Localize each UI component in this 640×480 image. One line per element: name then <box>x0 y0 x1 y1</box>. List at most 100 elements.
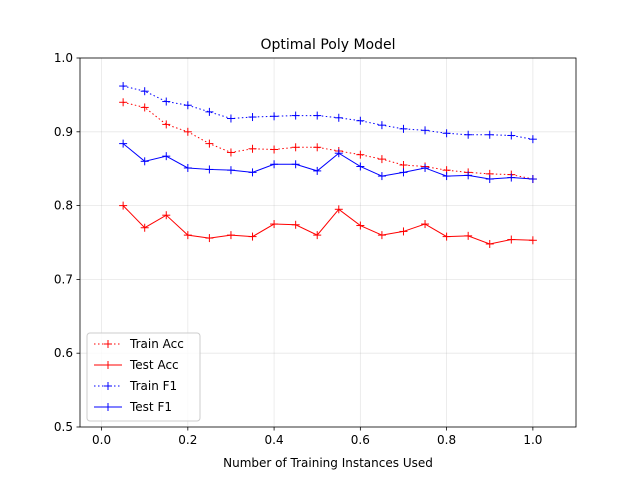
data-point-test-acc <box>528 236 537 245</box>
data-point-test-acc <box>377 231 386 240</box>
data-point-test-acc <box>270 220 279 229</box>
data-point-train-acc <box>291 143 300 152</box>
x-tick-label: 0.2 <box>178 433 197 447</box>
legend-marker <box>104 403 112 411</box>
data-point-test-f1 <box>485 175 494 184</box>
legend-item-train-acc: Train Acc <box>94 337 184 351</box>
legend: Train Acc Test Acc Train F1 Test F1 <box>86 332 201 422</box>
data-point-train-f1 <box>119 82 128 91</box>
data-point-test-f1 <box>248 168 257 177</box>
data-point-test-acc <box>248 232 257 241</box>
data-point-train-f1 <box>248 113 257 122</box>
data-point-train-acc <box>248 144 257 153</box>
data-point-test-acc <box>356 221 365 230</box>
data-point-train-f1 <box>421 126 430 135</box>
data-point-train-acc <box>162 120 171 129</box>
data-point-test-acc <box>140 223 149 232</box>
data-point-train-acc <box>356 150 365 159</box>
data-point-test-f1 <box>119 139 128 148</box>
series-test-f1 <box>119 139 537 184</box>
data-point-test-acc <box>464 231 473 240</box>
x-tick-label: 1.0 <box>523 433 542 447</box>
data-point-test-f1 <box>291 160 300 169</box>
data-point-train-f1 <box>183 101 192 110</box>
y-tick-label: 0.8 <box>54 199 73 213</box>
data-point-test-acc <box>485 239 494 248</box>
data-point-train-f1 <box>205 107 214 116</box>
chart-title: Optimal Poly Model <box>260 37 395 53</box>
series-line-test-f1 <box>122 143 533 180</box>
data-point-train-acc <box>377 155 386 164</box>
legend-box <box>86 332 201 422</box>
series-test-acc <box>119 201 537 248</box>
data-point-test-f1 <box>507 173 516 182</box>
data-point-train-acc <box>205 139 214 148</box>
legend-marker <box>104 382 112 390</box>
data-point-train-acc <box>313 143 322 152</box>
plot-frame <box>79 57 577 428</box>
x-tick-label: 0.6 <box>351 433 370 447</box>
data-point-test-f1 <box>140 157 149 166</box>
x-tick-label: 0.4 <box>265 433 284 447</box>
data-point-train-f1 <box>162 97 171 106</box>
data-point-test-f1 <box>162 152 171 161</box>
legend-label: Test F1 <box>129 400 172 414</box>
data-point-train-f1 <box>334 113 343 122</box>
x-axis-label: Number of Training Instances Used <box>223 456 433 470</box>
data-point-test-acc <box>313 231 322 240</box>
data-point-train-acc <box>226 148 235 157</box>
data-point-test-acc <box>226 231 235 240</box>
series-line-test-acc <box>122 205 533 245</box>
plot-series <box>119 82 537 248</box>
data-point-train-f1 <box>313 111 322 120</box>
y-tick-label: 0.6 <box>54 346 73 360</box>
series-train-acc <box>119 98 537 184</box>
data-point-train-f1 <box>399 124 408 133</box>
y-tick-label: 0.5 <box>54 420 73 434</box>
data-point-test-f1 <box>528 175 537 184</box>
data-point-test-acc <box>291 220 300 229</box>
x-tick-label: 0.8 <box>437 433 456 447</box>
x-tick-label: 0.0 <box>92 433 111 447</box>
data-point-test-acc <box>183 231 192 240</box>
data-point-test-f1 <box>226 166 235 175</box>
data-point-test-f1 <box>205 165 214 174</box>
data-point-train-f1 <box>291 111 300 120</box>
data-point-train-acc <box>119 98 128 107</box>
y-tick-label: 1.0 <box>54 51 73 65</box>
data-point-train-acc <box>270 145 279 154</box>
data-point-test-f1 <box>356 162 365 171</box>
data-point-train-f1 <box>356 116 365 125</box>
legend-marker <box>104 361 112 369</box>
data-point-test-f1 <box>464 171 473 180</box>
data-point-test-acc <box>399 227 408 236</box>
data-point-train-f1 <box>464 130 473 139</box>
legend-label: Train Acc <box>129 337 184 351</box>
data-point-test-f1 <box>399 168 408 177</box>
data-point-test-f1 <box>421 163 430 172</box>
data-point-train-f1 <box>528 135 537 144</box>
data-point-test-acc <box>421 220 430 229</box>
data-point-test-acc <box>442 232 451 241</box>
data-point-test-f1 <box>334 149 343 158</box>
legend-item-test-acc: Test Acc <box>94 358 179 372</box>
data-point-test-acc <box>119 201 128 210</box>
data-point-test-acc <box>334 205 343 214</box>
data-point-train-f1 <box>507 131 516 140</box>
data-point-test-acc <box>205 234 214 243</box>
data-point-train-acc <box>140 103 149 112</box>
data-point-train-f1 <box>377 121 386 130</box>
y-tick-label: 0.9 <box>54 125 73 139</box>
data-point-train-acc <box>399 161 408 170</box>
legend-item-train-f1: Train F1 <box>94 379 177 393</box>
legend-item-test-f1: Test F1 <box>94 400 172 414</box>
data-point-train-f1 <box>485 130 494 139</box>
data-point-test-acc <box>162 211 171 220</box>
data-point-train-f1 <box>270 112 279 121</box>
data-point-test-f1 <box>270 160 279 169</box>
series-train-f1 <box>119 82 537 144</box>
data-point-train-acc <box>183 127 192 136</box>
data-point-test-f1 <box>313 166 322 175</box>
data-point-test-acc <box>507 235 516 244</box>
